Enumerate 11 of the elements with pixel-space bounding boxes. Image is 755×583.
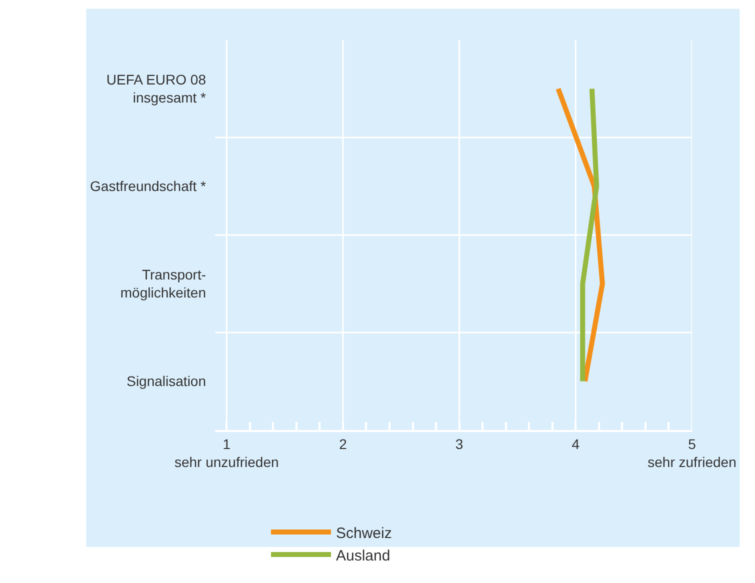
- y-tick-label: Gastfreundschaft *: [90, 178, 207, 194]
- y-tick-label: UEFA EURO 08 insgesamt *: [106, 72, 207, 106]
- legend-label: Ausland: [336, 547, 390, 564]
- x-tick-label: 5 sehr zufrieden: [648, 436, 736, 470]
- x-tick-label: 3: [455, 436, 464, 452]
- x-tick-label: 1 sehr unzufrieden: [174, 436, 279, 470]
- x-tick-label: 2: [339, 436, 348, 452]
- legend-label: Schweiz: [336, 524, 392, 542]
- y-tick-label: Transport- möglichkeiten: [120, 266, 206, 301]
- x-tick-label: 4: [572, 436, 580, 452]
- y-tick-label: Signalisation: [126, 373, 206, 390]
